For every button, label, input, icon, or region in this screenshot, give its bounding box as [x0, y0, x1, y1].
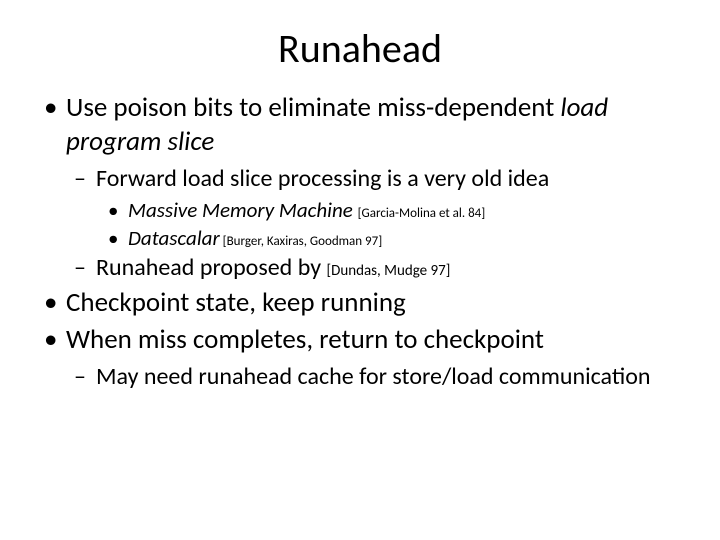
slide: Runahead Use poison bits to eliminate mi… [0, 0, 720, 540]
bullet-lvl1: When miss completes, return to checkpoin… [40, 323, 680, 357]
bullet-lvl2: May need runahead cache for store/load c… [40, 361, 680, 392]
bullet-text: Use poison bits to eliminate miss-depend… [66, 91, 560, 124]
bullet-italic: Datascalar [128, 225, 220, 251]
bullet-text: Runahead proposed by [96, 253, 326, 282]
citation: [Garcia-Molina et al. 84] [358, 206, 486, 221]
bullet-lvl2: Forward load slice processing is a very … [40, 163, 680, 194]
bullet-lvl3: Massive Memory Machine [Garcia-Molina et… [40, 196, 680, 224]
bullet-text: Forward load slice processing is a very … [96, 164, 549, 193]
bullet-lvl3: Datascalar [Burger, Kaxiras, Goodman 97] [40, 224, 680, 252]
bullet-lvl1: Checkpoint state, keep running [40, 286, 680, 320]
bullet-list: Use poison bits to eliminate miss-depend… [40, 91, 680, 392]
bullet-text: Checkpoint state, keep running [66, 286, 406, 319]
slide-title: Runahead [40, 24, 680, 73]
bullet-italic: Massive Memory Machine [128, 197, 358, 223]
bullet-lvl1: Use poison bits to eliminate miss-depend… [40, 91, 680, 159]
bullet-lvl2: Runahead proposed by [Dundas, Mudge 97] [40, 252, 680, 283]
citation: [Burger, Kaxiras, Goodman 97] [220, 234, 383, 249]
citation: [Dundas, Mudge 97] [326, 262, 450, 280]
bullet-text: When miss completes, return to checkpoin… [66, 323, 544, 356]
bullet-text: May need runahead cache for store/load c… [96, 362, 650, 391]
